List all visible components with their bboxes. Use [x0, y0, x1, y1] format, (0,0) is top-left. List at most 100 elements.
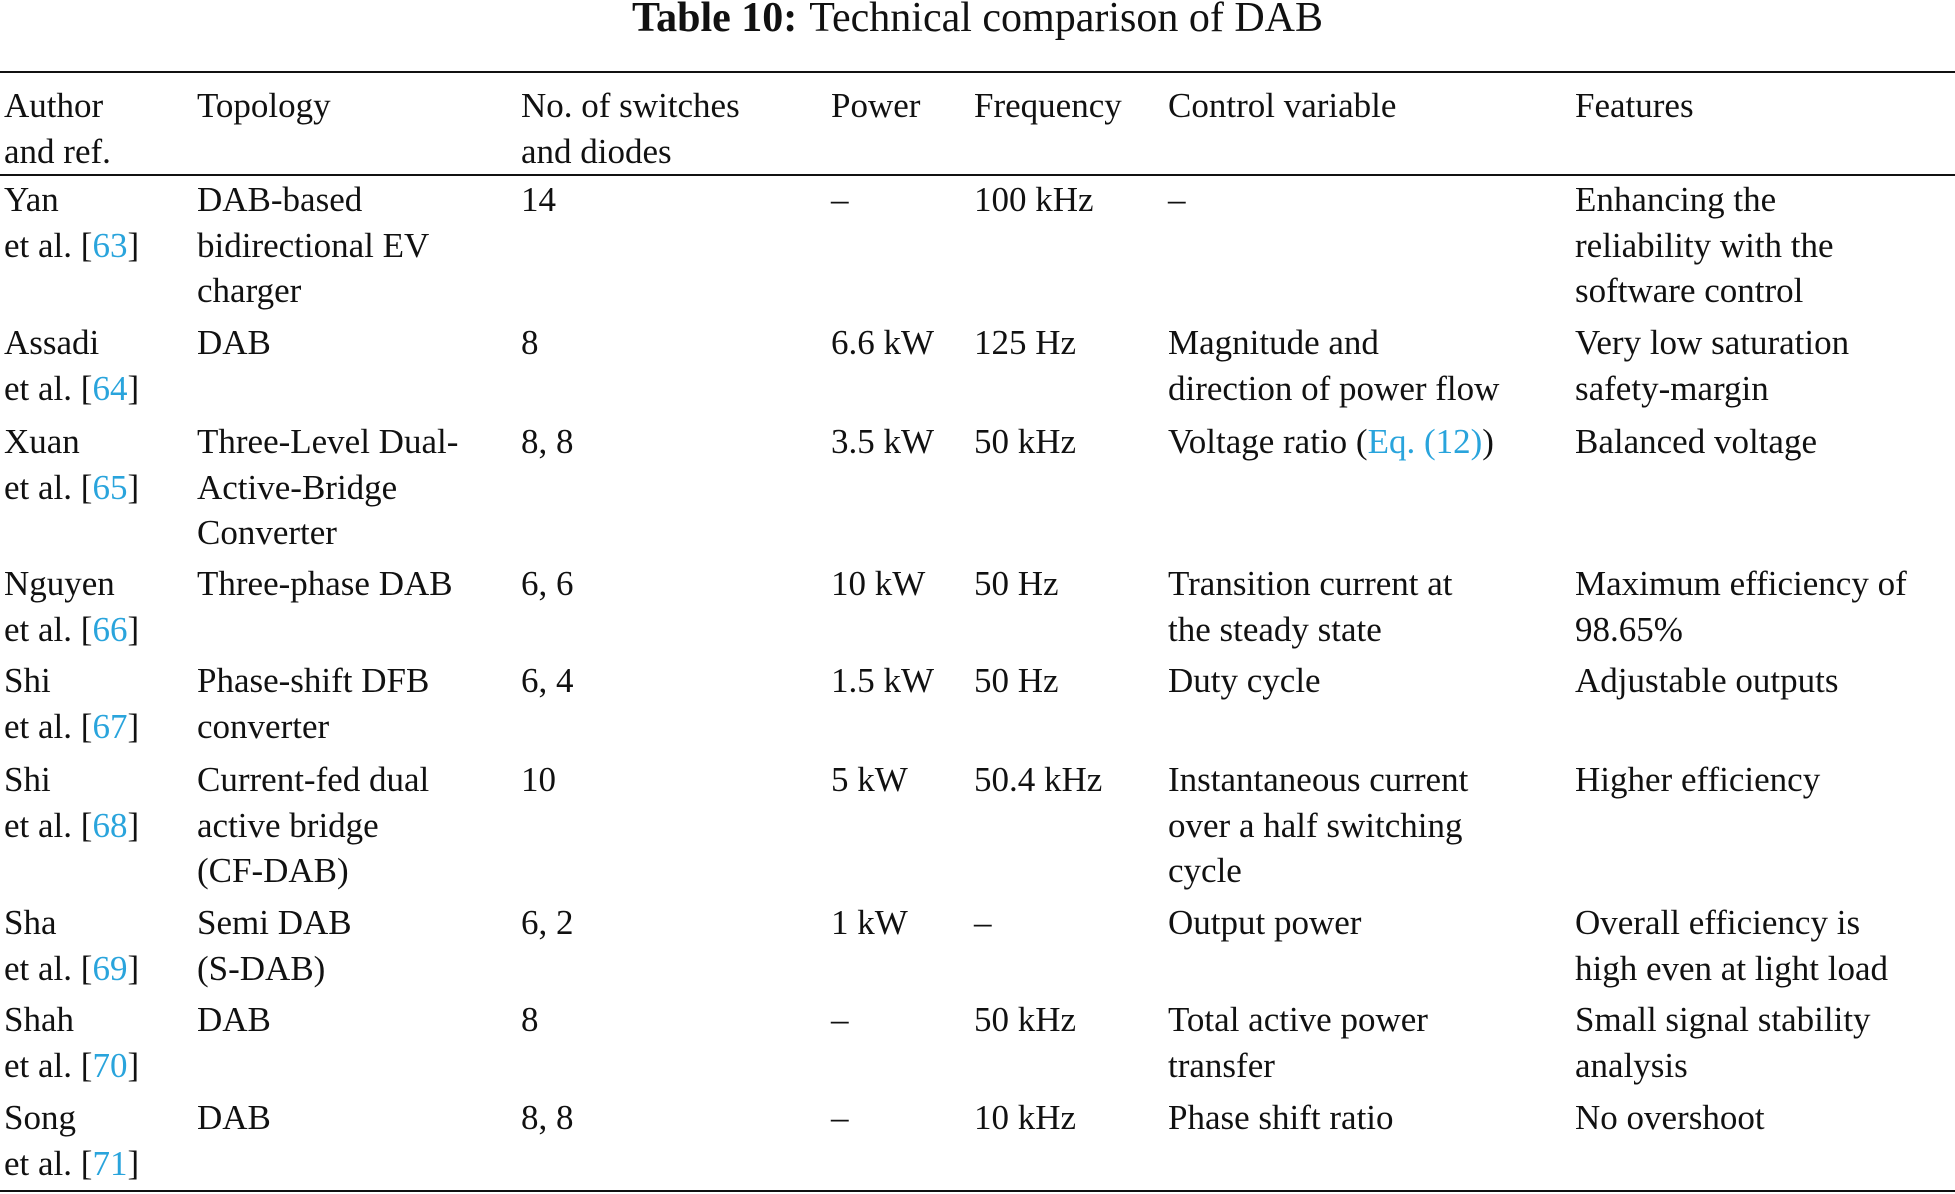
features-cell: Higher efficiency [1575, 760, 1821, 799]
header-rule [0, 174, 1955, 176]
topology-cell: DAB-based bidirectional EV charger [197, 180, 430, 310]
header-switches: No. of switches and diodes [521, 86, 740, 171]
topology-cell: DAB [197, 1000, 271, 1039]
reference-link[interactable]: 63 [92, 225, 128, 265]
control-text: Magnitude and direction of power flow [1168, 323, 1500, 408]
switches-cell: 8, 8 [521, 1098, 574, 1137]
header-frequency: Frequency [974, 86, 1122, 125]
features-cell: Small signal stability analysis [1575, 1000, 1871, 1085]
table-row: Shi et al. [68] Current-fed dual active b… [0, 757, 1955, 890]
header-power: Power [831, 86, 921, 125]
power-cell: 1 kW [831, 903, 908, 942]
features-cell: Overall efficiency is high even at light… [1575, 903, 1888, 988]
control-variable-cell: Instantaneous current over a half switch… [1168, 757, 1468, 894]
features-cell: Enhancing the reliability with the softw… [1575, 180, 1834, 310]
bottom-rule [0, 1190, 1955, 1192]
switches-cell: 10 [521, 760, 556, 799]
switches-cell: 8, 8 [521, 422, 574, 461]
author-cell: Nguyen et al. [66] [4, 561, 139, 652]
author-cell: Yan et al. [63] [4, 177, 139, 268]
control-variable-cell: Voltage ratio (Eq. (12)) [1168, 419, 1494, 465]
frequency-cell: 10 kHz [974, 1098, 1077, 1137]
power-cell: 3.5 kW [831, 422, 935, 461]
power-cell: – [831, 180, 849, 219]
author-cell: Shah et al. [70] [4, 997, 139, 1088]
author-name: Yan [4, 180, 59, 219]
features-cell: Balanced voltage [1575, 422, 1817, 461]
power-cell: 5 kW [831, 760, 908, 799]
reference-link[interactable]: 65 [92, 467, 128, 507]
author-name: Shi [4, 661, 51, 700]
bracket: ] [127, 1143, 140, 1183]
bracket: ] [127, 948, 140, 988]
author-cell: Shi et al. [67] [4, 658, 139, 749]
power-cell: 6.6 kW [831, 323, 935, 362]
author-name: Shi [4, 760, 51, 799]
author-name: Song [4, 1098, 76, 1137]
et-al: et al. [ [4, 609, 93, 649]
top-rule [0, 71, 1955, 73]
bracket: ] [127, 467, 140, 507]
header-author: Author and ref. [4, 86, 111, 171]
control-text: Output power [1168, 903, 1362, 942]
switches-cell: 6, 4 [521, 661, 574, 700]
author-name: Shah [4, 1000, 74, 1039]
control-tail: ) [1482, 422, 1494, 461]
control-variable-cell: Transition current at the steady state [1168, 561, 1453, 652]
topology-cell: Phase-shift DFB converter [197, 661, 430, 746]
topology-cell: Three-Level Dual- Active-Bridge Converte… [197, 422, 459, 552]
header-topology: Topology [197, 86, 331, 125]
table-row: Sha et al. [69] Semi DAB (S-DAB) 6, 2 1 kW –… [0, 900, 1955, 988]
topology-cell: Semi DAB (S-DAB) [197, 903, 352, 988]
equation-link[interactable]: Eq. (12) [1367, 422, 1483, 461]
power-cell: – [831, 1000, 849, 1039]
bracket: ] [127, 225, 140, 265]
author-cell: Xuan et al. [65] [4, 419, 139, 510]
et-al: et al. [ [4, 706, 93, 746]
frequency-cell: 50 Hz [974, 661, 1059, 700]
control-text: Transition current at the steady state [1168, 564, 1453, 649]
control-variable-cell: Duty cycle [1168, 658, 1321, 704]
author-cell: Assadi et al. [64] [4, 320, 139, 411]
reference-link[interactable]: 64 [92, 368, 128, 408]
table-caption: Technical comparison of DAB [809, 0, 1324, 41]
reference-link[interactable]: 69 [92, 948, 128, 988]
reference-link[interactable]: 66 [92, 609, 128, 649]
et-al: et al. [ [4, 1045, 93, 1085]
et-al: et al. [ [4, 948, 93, 988]
control-variable-cell: Total active power transfer [1168, 997, 1428, 1088]
table-row: Assadi et al. [64] DAB 8 6.6 kW 125 Hz Magnit… [0, 320, 1955, 408]
control-text: Duty cycle [1168, 661, 1321, 700]
bracket: ] [127, 805, 140, 845]
features-cell: Maximum efficiency of 98.65% [1575, 564, 1907, 649]
author-cell: Shi et al. [68] [4, 757, 139, 848]
reference-link[interactable]: 67 [92, 706, 128, 746]
et-al: et al. [ [4, 368, 93, 408]
reference-link[interactable]: 71 [92, 1143, 128, 1183]
control-variable-cell: Magnitude and direction of power flow [1168, 320, 1499, 411]
table-label: Table 10: [631, 0, 798, 41]
reference-link[interactable]: 68 [92, 805, 128, 845]
frequency-cell: 100 kHz [974, 180, 1094, 219]
frequency-cell: 50 kHz [974, 1000, 1077, 1039]
table-row: Xuan et al. [65] Three-Level Dual- Active… [0, 419, 1955, 552]
frequency-cell: 50 kHz [974, 422, 1077, 461]
author-cell: Song et al. [71] [4, 1095, 139, 1186]
author-name: Assadi [4, 323, 100, 362]
frequency-cell: 50 Hz [974, 564, 1059, 603]
switches-cell: 8 [521, 1000, 539, 1039]
frequency-cell: 50.4 kHz [974, 760, 1103, 799]
author-name: Sha [4, 903, 57, 942]
control-text: Phase shift ratio [1168, 1098, 1394, 1137]
table-row: Shah et al. [70] DAB 8 – 50 kHz Total active … [0, 997, 1955, 1085]
power-cell: 10 kW [831, 564, 926, 603]
control-variable-cell: Output power [1168, 900, 1361, 946]
table-row: Nguyen et al. [66] Three-phase DAB 6, 6 10 … [0, 561, 1955, 649]
author-cell: Sha et al. [69] [4, 900, 139, 991]
author-name: Nguyen [4, 564, 115, 603]
bracket: ] [127, 368, 140, 408]
bracket: ] [127, 609, 140, 649]
reference-link[interactable]: 70 [92, 1045, 128, 1085]
et-al: et al. [ [4, 467, 93, 507]
features-cell: Adjustable outputs [1575, 661, 1839, 700]
